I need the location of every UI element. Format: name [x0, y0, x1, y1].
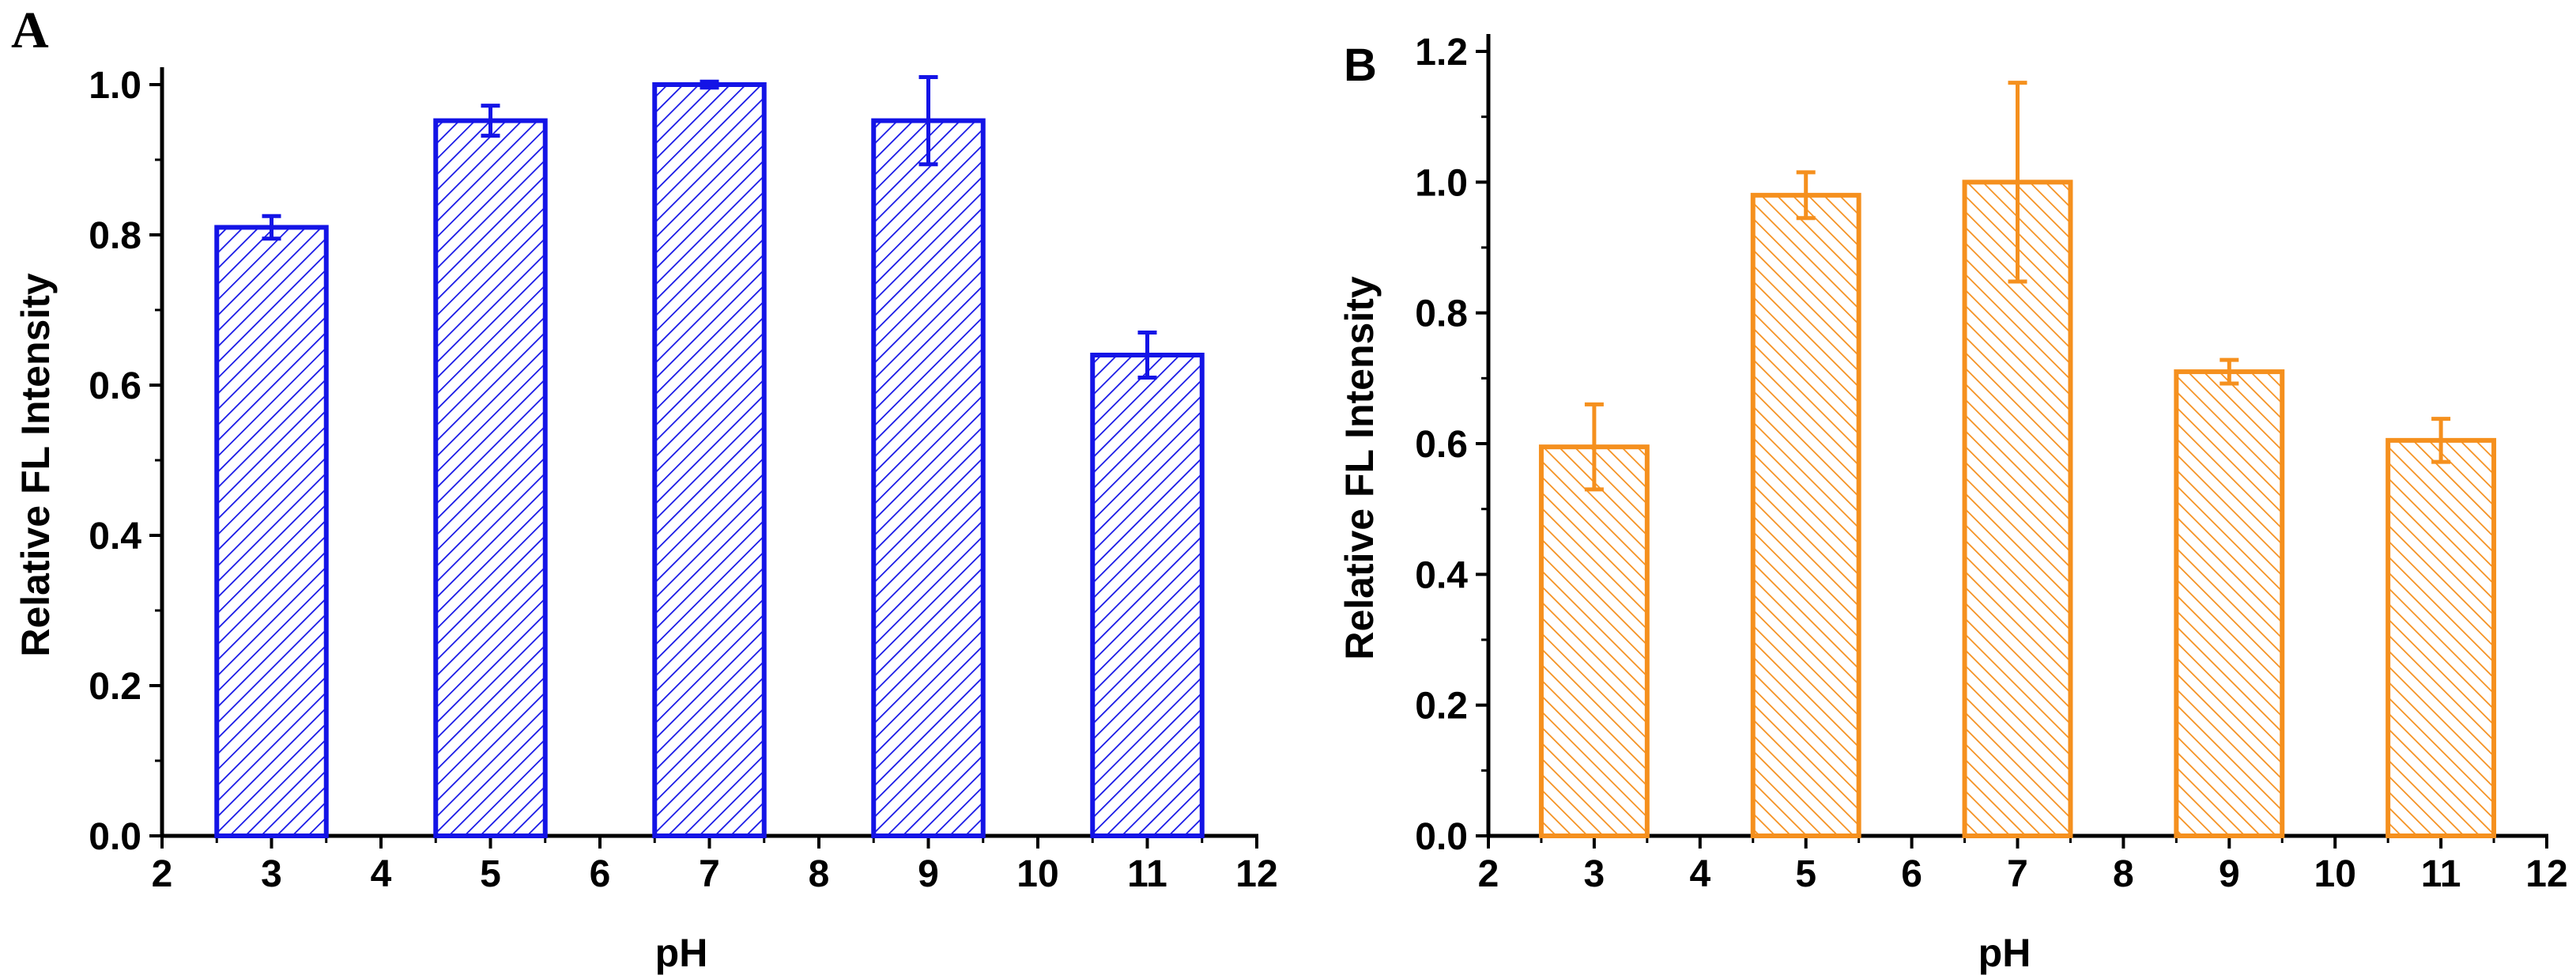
panel-a-y-tick-label: 0.0: [89, 816, 141, 858]
panel-a-bar-ph-7: [652, 82, 767, 838]
panel-b-x-tick-label: 6: [1901, 853, 1922, 895]
panel-a-bar-ph-3: [214, 225, 329, 838]
panel-a-y-tick-label: 1.0: [89, 65, 141, 107]
panel-a-x-tick-label: 5: [480, 853, 501, 895]
panel-a-x-tick-label: 3: [261, 853, 282, 895]
panel-b-x-tick-label: 12: [2525, 853, 2567, 895]
panel-a-x-axis-title: pH: [655, 931, 708, 975]
panel-a-label: A: [11, 2, 49, 59]
panel-b-y-tick-label: 1.0: [1415, 162, 1468, 204]
panel-b-y-tick-label: 0.2: [1415, 686, 1468, 728]
panel-a-x-tick-label: 12: [1235, 853, 1277, 895]
panel-b-y-tick-label: 0.0: [1415, 816, 1468, 858]
panel-b-y-tick-label: 0.6: [1415, 424, 1468, 466]
panel-a-y-tick-label: 0.2: [89, 666, 141, 708]
panel-b-bar-ph-9: [2174, 369, 2285, 839]
panel-a-bar-ph-11: [1090, 353, 1205, 838]
panel-a-x-tick-label: 4: [371, 853, 392, 895]
panel-b-x-tick-label: 3: [1584, 853, 1605, 895]
panel-a-y-tick-label: 0.6: [89, 365, 141, 407]
panel-b-x-axis-title: pH: [1978, 931, 2031, 975]
panel-b-bar-ph-3: [1538, 444, 1650, 839]
panel-a-x-tick-label: 2: [152, 853, 173, 895]
panel-a-y-tick-label: 0.8: [89, 215, 141, 257]
panel-b-label: B: [1344, 40, 1377, 91]
panel-a-x-tick-label: 11: [1127, 853, 1167, 895]
panel-b-x-tick-label: 11: [2421, 853, 2461, 895]
panel-b-x-tick-label: 10: [2314, 853, 2356, 895]
panel-a-bar-ph-5: [433, 118, 548, 839]
panel-b-y-tick-label: 0.4: [1415, 554, 1468, 596]
panel-a-y-tick-label: 0.4: [89, 516, 141, 558]
panel-a-chart: A Relative FL Intensity pH 2 3 4 5 6 7 8 9 10 11 1…: [11, 2, 1278, 975]
panel-a-x-tick-label: 6: [590, 853, 611, 895]
panel-a-bar-ph-9: [871, 118, 986, 839]
panel-a-y-axis-title: Relative FL Intensity: [13, 273, 58, 657]
panel-a-x-tick-label: 10: [1016, 853, 1058, 895]
panel-b-y-tick-label: 0.8: [1415, 293, 1468, 335]
panel-a-x-tick-label: 9: [918, 853, 939, 895]
panel-b-bar-ph-11: [2386, 437, 2497, 838]
panel-b-x-tick-label: 7: [2007, 853, 2028, 895]
panel-b-bar-ph-5: [1750, 192, 1861, 839]
panel-b-x-tick-label: 9: [2219, 853, 2240, 895]
panel-b-x-tick-label: 8: [2113, 853, 2134, 895]
panel-a-x-tick-label: 7: [699, 853, 720, 895]
panel-b-y-tick-label: 1.2: [1415, 32, 1468, 74]
panel-b-chart: B Relative FL Intensity pH 2 3 4 5 6 7 8 9 10 11 1…: [1337, 32, 2568, 975]
panel-b-x-tick-label: 2: [1478, 853, 1499, 895]
panel-b-x-tick-label: 4: [1689, 853, 1710, 895]
panel-a-x-tick-label: 8: [809, 853, 830, 895]
panel-b-x-tick-label: 5: [1795, 853, 1816, 895]
panel-b-y-axis-title: Relative FL Intensity: [1337, 276, 1382, 660]
